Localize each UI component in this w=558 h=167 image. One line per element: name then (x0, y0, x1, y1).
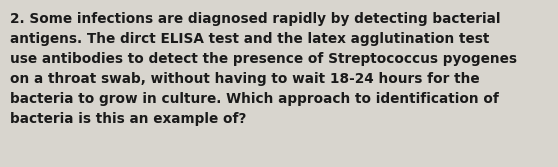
Text: 2. Some infections are diagnosed rapidly by detecting bacterial
antigens. The di: 2. Some infections are diagnosed rapidly… (10, 12, 517, 126)
